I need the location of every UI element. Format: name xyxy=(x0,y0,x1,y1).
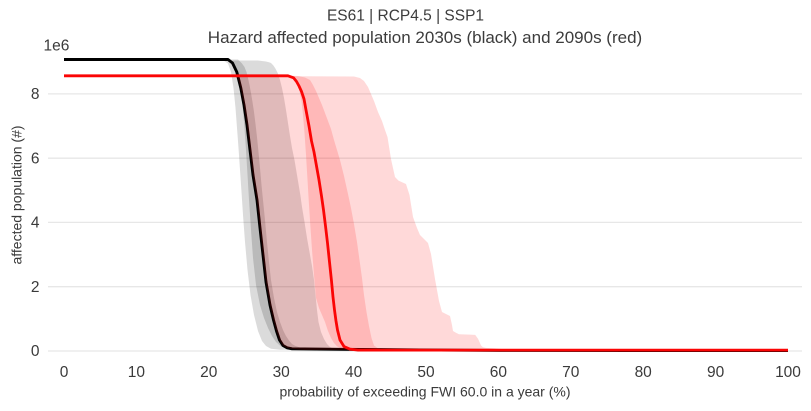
svg-text:30: 30 xyxy=(273,364,291,381)
svg-text:0: 0 xyxy=(31,343,40,360)
svg-text:100: 100 xyxy=(775,364,801,381)
svg-text:80: 80 xyxy=(635,364,653,381)
svg-text:40: 40 xyxy=(345,364,363,381)
svg-text:6: 6 xyxy=(31,150,40,167)
svg-text:8: 8 xyxy=(31,86,40,103)
svg-text:Hazard affected population 203: Hazard affected population 2030s (black)… xyxy=(208,28,642,47)
svg-text:4: 4 xyxy=(31,215,40,232)
svg-text:2: 2 xyxy=(31,279,40,296)
svg-text:20: 20 xyxy=(200,364,218,381)
svg-text:probability of exceeding FWI 6: probability of exceeding FWI 60.0 in a y… xyxy=(279,384,570,400)
svg-text:1e6: 1e6 xyxy=(44,38,70,55)
svg-text:70: 70 xyxy=(562,364,580,381)
svg-text:10: 10 xyxy=(128,364,146,381)
svg-text:0: 0 xyxy=(60,364,69,381)
svg-text:ES61 | RCP4.5 | SSP1: ES61 | RCP4.5 | SSP1 xyxy=(327,8,484,25)
svg-text:60: 60 xyxy=(490,364,508,381)
svg-text:affected population (#): affected population (#) xyxy=(9,125,25,264)
svg-text:50: 50 xyxy=(417,364,435,381)
svg-text:90: 90 xyxy=(707,364,725,381)
